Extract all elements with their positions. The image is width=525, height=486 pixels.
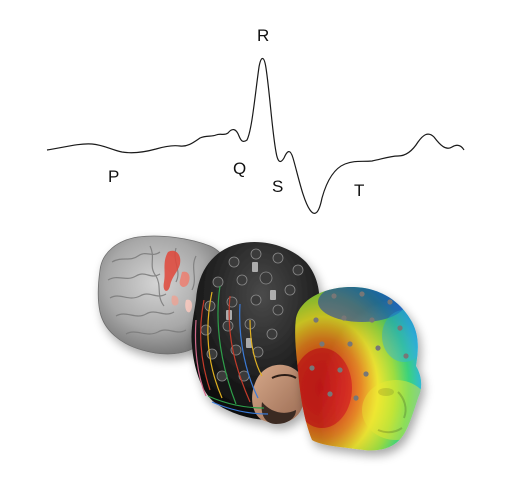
wave-label-t: T — [354, 181, 364, 200]
head-map-electrodes — [309, 291, 409, 401]
wave-label-q: Q — [233, 159, 246, 178]
ecg-trace — [46, 57, 465, 214]
brain-activation — [163, 250, 193, 313]
ecg-waveform: R P Q S T — [46, 26, 465, 214]
eeg-cap-photo — [191, 242, 320, 424]
wave-label-r: R — [257, 26, 269, 45]
wave-label-p: P — [108, 167, 119, 186]
eeg-wires — [194, 285, 269, 415]
wave-label-s: S — [272, 177, 283, 196]
head-map — [295, 286, 422, 451]
